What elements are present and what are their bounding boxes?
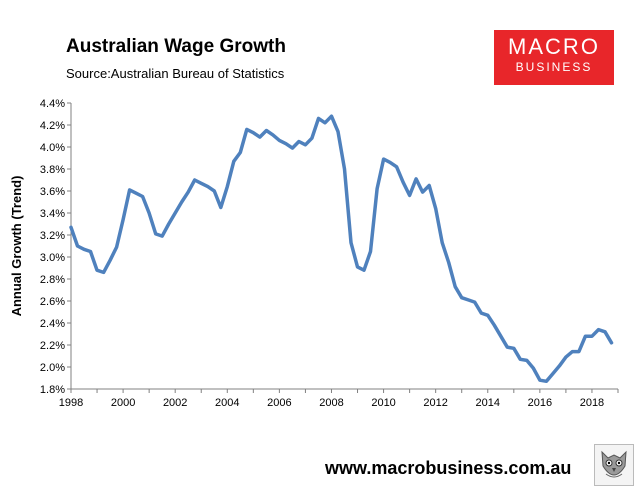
y-tick-label: 3.8%: [40, 164, 65, 176]
y-tick-label: 3.0%: [40, 252, 65, 264]
website-url: www.macrobusiness.com.au: [325, 458, 572, 478]
x-tick-label: 1998: [59, 397, 83, 409]
x-tick-label: 2004: [215, 397, 239, 409]
macrobusiness-logo: MACRO BUSINESS: [494, 30, 614, 85]
x-tick-label: 2002: [163, 397, 187, 409]
x-tick-label: 2018: [580, 397, 604, 409]
series-line: [69, 114, 614, 384]
y-tick-label: 4.2%: [40, 120, 65, 132]
x-tick-label: 2010: [371, 397, 395, 409]
x-tick-label: 2006: [267, 397, 291, 409]
x-tick-label: 2000: [111, 397, 135, 409]
chart-title: Australian Wage Growth: [66, 36, 286, 57]
y-tick-label: 2.8%: [40, 274, 65, 286]
logo-line-2: BUSINESS: [515, 60, 593, 74]
x-tick-label: 2014: [476, 397, 500, 409]
x-tick-label: 2008: [319, 397, 343, 409]
y-tick-label: 1.8%: [40, 384, 65, 396]
y-axis-title: Annual Growth (Trend): [9, 176, 24, 317]
x-tick-label: 2016: [528, 397, 552, 409]
y-tick-label: 4.0%: [40, 142, 65, 154]
y-tick-label: 4.4%: [40, 98, 65, 110]
y-tick-label: 3.4%: [40, 208, 65, 220]
y-tick-label: 2.6%: [40, 296, 65, 308]
y-tick-label: 3.6%: [40, 186, 65, 198]
x-tick-label: 2012: [423, 397, 447, 409]
y-tick-label: 3.2%: [40, 230, 65, 242]
y-tick-label: 2.4%: [40, 318, 65, 330]
logo-line-1: MACRO: [508, 34, 600, 59]
y-tick-label: 2.0%: [40, 362, 65, 374]
chart-source: Source:Australian Bureau of Statistics: [66, 66, 285, 81]
owl-logo-icon: [594, 444, 634, 486]
y-tick-label: 2.2%: [40, 340, 65, 352]
